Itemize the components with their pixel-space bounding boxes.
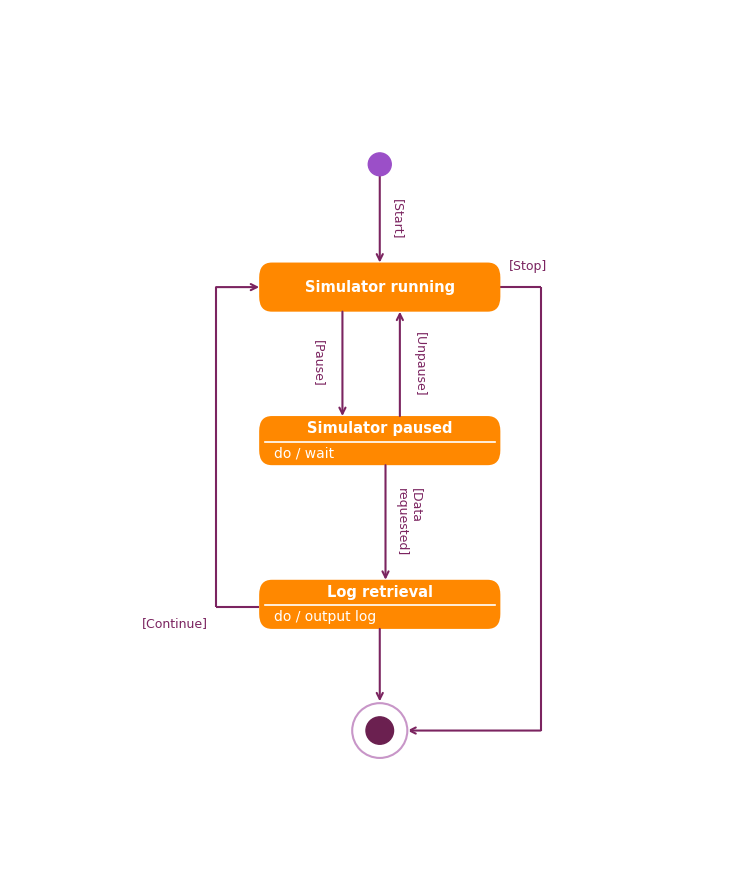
Ellipse shape [350, 702, 409, 760]
Text: do / output log: do / output log [273, 610, 376, 624]
Text: [Data
requested]: [Data requested] [395, 488, 422, 556]
Text: Simulator running: Simulator running [305, 280, 455, 295]
Text: Log retrieval: Log retrieval [327, 585, 433, 600]
Text: [Start]: [Start] [391, 198, 405, 239]
Text: Simulator paused: Simulator paused [307, 422, 453, 436]
Text: [Unpause]: [Unpause] [413, 331, 426, 396]
FancyBboxPatch shape [259, 579, 500, 629]
Ellipse shape [368, 153, 391, 175]
Ellipse shape [366, 717, 393, 744]
Text: [Stop]: [Stop] [509, 260, 547, 273]
FancyBboxPatch shape [259, 416, 500, 465]
Text: [Continue]: [Continue] [142, 617, 207, 630]
Text: [Pause]: [Pause] [312, 340, 325, 387]
Text: do / wait: do / wait [273, 447, 333, 461]
FancyBboxPatch shape [259, 262, 500, 312]
